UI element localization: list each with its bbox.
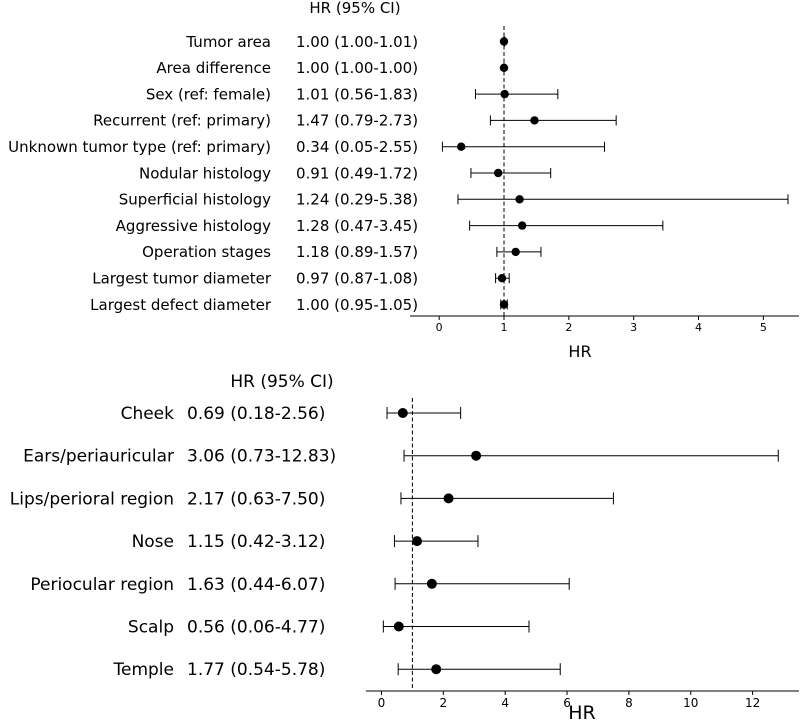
- row-label: Tumor area: [185, 33, 271, 51]
- row-label: Scalp: [128, 617, 174, 637]
- row-hr-ci-text: 1.77 (0.54-5.78): [187, 660, 325, 680]
- row-label: Operation stages: [142, 243, 271, 261]
- row-hr-ci-text: 0.34 (0.05-2.55): [296, 138, 418, 156]
- x-tick-label: 1: [501, 321, 508, 334]
- forest-rows: Cheek 0.69 (0.18-2.56) Ears/periauricular 3…: [10, 398, 779, 691]
- row-hr-ci-text: 0.69 (0.18-2.56): [187, 404, 325, 424]
- hr-point: [497, 274, 507, 283]
- hr-point: [412, 536, 423, 547]
- row-label: Superficial histology: [119, 191, 271, 209]
- row-hr-ci-text: 0.97 (0.87-1.08): [296, 269, 418, 287]
- hr-point: [517, 221, 527, 230]
- hr-point: [499, 37, 509, 46]
- hr-point: [443, 493, 454, 504]
- x-tick-label: 2: [565, 321, 572, 334]
- hr-point: [530, 116, 539, 125]
- row-label: Unknown tumor type (ref: primary): [8, 138, 271, 156]
- row-label: Area difference: [156, 59, 271, 77]
- hr-point: [511, 247, 520, 257]
- hr-point: [500, 89, 509, 99]
- row-label: Ears/periauricular: [23, 447, 174, 467]
- row-hr-ci-text: 1.18 (0.89-1.57): [296, 243, 418, 261]
- hr-point: [393, 621, 404, 632]
- row-hr-ci-text: 1.24 (0.29-5.38): [296, 191, 418, 209]
- x-axis-label: HR: [568, 342, 591, 361]
- row-label: Sex (ref: female): [146, 85, 271, 103]
- forest-panel-locations: HR (95% CI) 0 2 4 6 8 10 12 Cheek 0.69 (0.18-2.…: [10, 372, 799, 723]
- hr-point: [493, 168, 503, 178]
- x-tick-label: 8: [625, 696, 633, 710]
- hr-point: [457, 142, 466, 151]
- row-hr-ci-text: 2.17 (0.63-7.50): [187, 489, 325, 509]
- row-label: Largest tumor diameter: [92, 269, 272, 287]
- row-hr-ci-text: 3.06 (0.73-12.83): [187, 447, 336, 467]
- x-tick-label: 5: [760, 321, 767, 334]
- row-hr-ci-text: 1.63 (0.44-6.07): [187, 575, 325, 595]
- row-label: Aggressive histology: [116, 217, 271, 235]
- x-tick-label: 4: [695, 321, 702, 334]
- row-label: Nose: [132, 532, 174, 552]
- x-tick-label: 0: [436, 321, 443, 334]
- x-tick-label: 10: [683, 696, 698, 710]
- row-label: Nodular histology: [139, 164, 271, 182]
- x-axis-label: HR: [568, 702, 596, 723]
- x-tick-label: 0: [378, 696, 386, 710]
- row-hr-ci-text: 1.00 (1.00-1.01): [296, 33, 418, 51]
- row-hr-ci-text: 1.01 (0.56-1.83): [296, 85, 418, 103]
- row-label: Temple: [113, 660, 175, 680]
- hr-point: [515, 195, 524, 204]
- row-label: Recurrent (ref: primary): [93, 112, 271, 130]
- forest-rows: Tumor area 1.00 (1.00-1.01) Area differenc…: [8, 26, 789, 316]
- x-axis: 0 1 2 3 4 5: [410, 315, 799, 334]
- row-hr-ci-text: 1.00 (0.95-1.05): [296, 296, 418, 314]
- panel-title: HR (95% CI): [230, 372, 333, 392]
- row-hr-ci-text: 1.47 (0.79-2.73): [296, 112, 418, 130]
- row-label: Periocular region: [30, 575, 174, 595]
- forest-panel-covariates: HR (95% CI) 0 1 2 3 4 5 Tumor area 1.00 (1.00-…: [8, 0, 799, 361]
- row-label: Cheek: [121, 404, 175, 424]
- x-tick-label: 12: [745, 696, 760, 710]
- x-tick-label: 6: [563, 696, 571, 710]
- x-tick-label: 2: [440, 696, 448, 710]
- row-hr-ci-text: 1.28 (0.47-3.45): [296, 217, 418, 235]
- row-hr-ci-text: 0.91 (0.49-1.72): [296, 164, 418, 182]
- row-hr-ci-text: 0.56 (0.06-4.77): [187, 617, 325, 637]
- row-hr-ci-text: 1.00 (1.00-1.00): [296, 59, 418, 77]
- panel-title: HR (95% CI): [309, 0, 400, 17]
- row-label: Lips/perioral region: [10, 489, 174, 509]
- hr-point: [431, 664, 442, 675]
- hr-point: [499, 63, 509, 72]
- x-tick-label: 4: [501, 696, 509, 710]
- x-axis: 0 2 4 6 8 10 12: [366, 690, 799, 710]
- x-tick-label: 3: [630, 321, 637, 334]
- hr-point: [426, 578, 437, 589]
- row-hr-ci-text: 1.15 (0.42-3.12): [187, 532, 325, 552]
- hr-point: [499, 300, 509, 309]
- hr-point: [471, 450, 482, 461]
- hr-point: [397, 408, 408, 418]
- row-label: Largest defect diameter: [90, 296, 272, 314]
